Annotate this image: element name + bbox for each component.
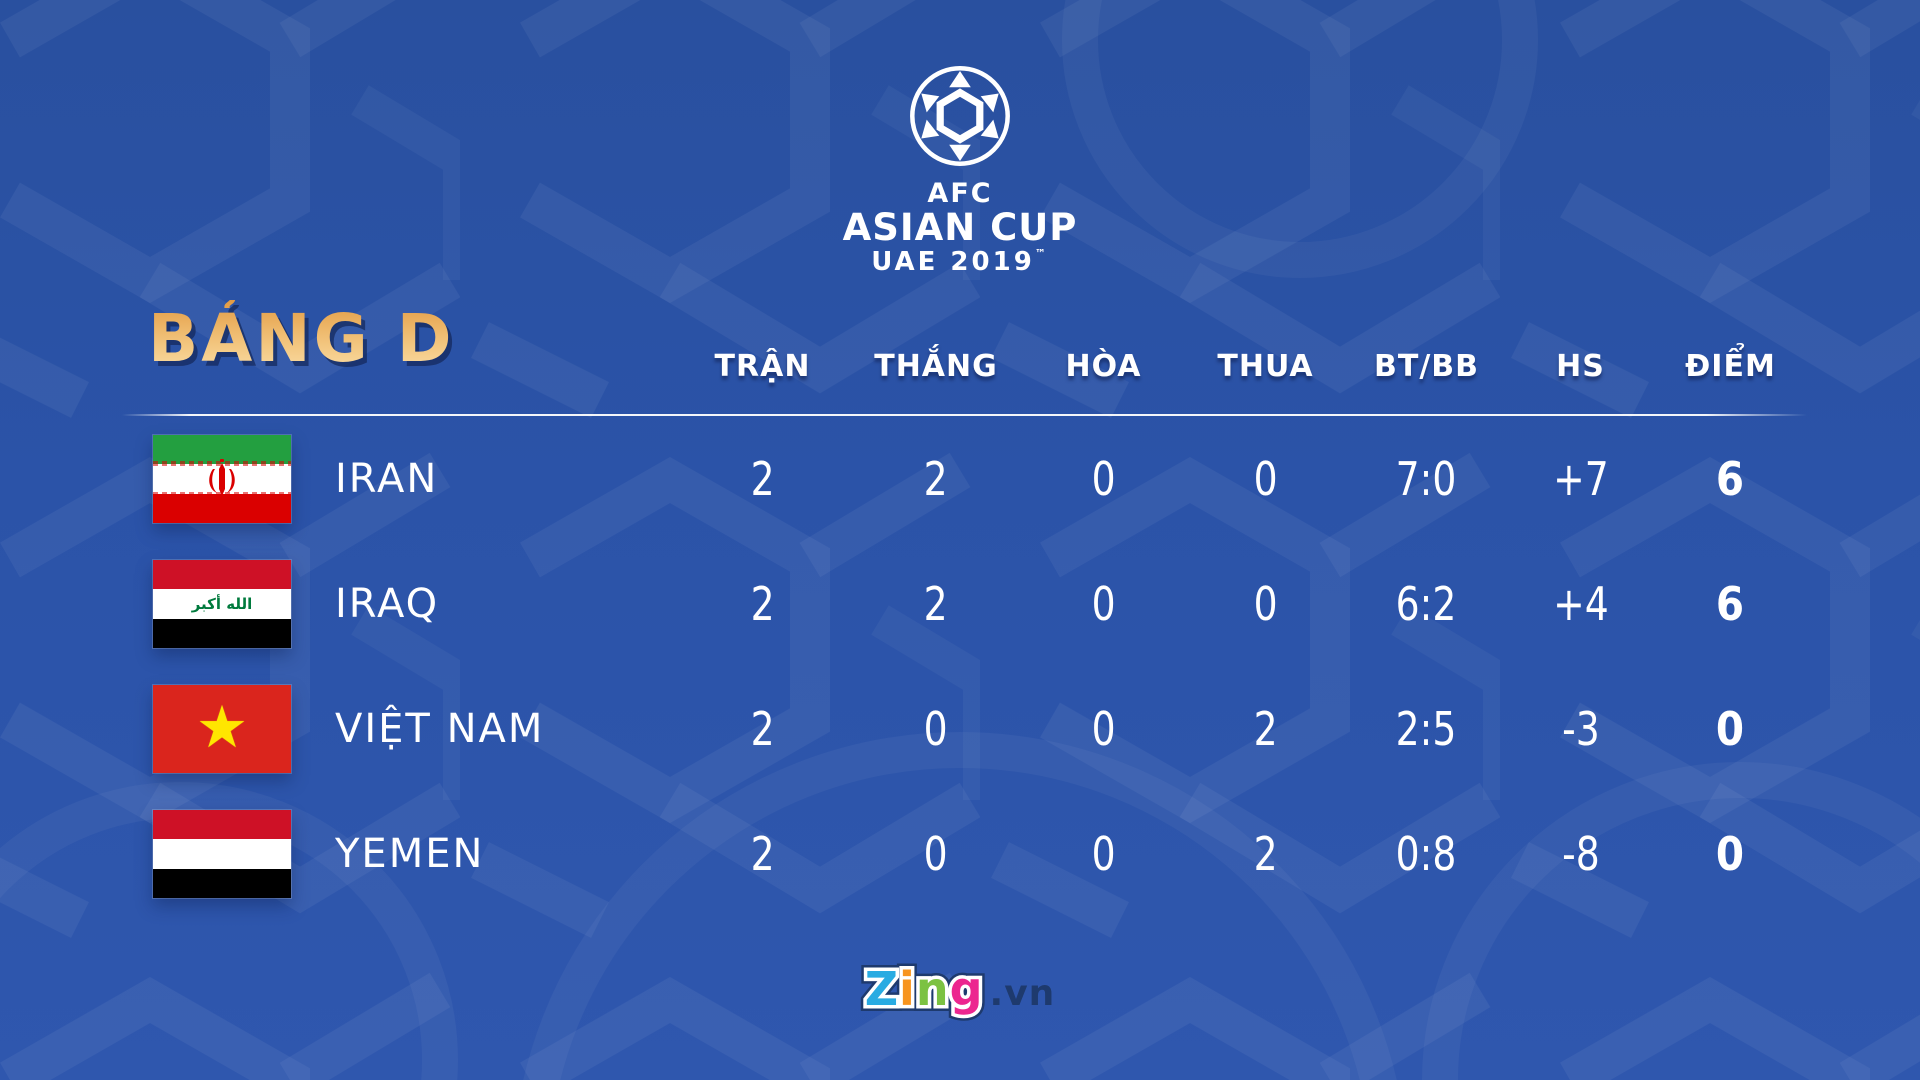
table-header-row: TRẬN THẮNG HÒA THUA BT/BB HS ĐIỂM (122, 330, 1807, 402)
cell-lost: 0 (1253, 577, 1278, 631)
logo-asian-cup-text: ASIAN CUP (842, 206, 1078, 249)
vietnam-flag: ★ (153, 685, 291, 773)
yemen-flag (153, 810, 291, 898)
team-name: VIỆT NAM (335, 706, 545, 752)
logo-afc-text: AFC (927, 178, 993, 209)
zing-vn-logo: Zing Zing Zing Zing .vn (859, 956, 1056, 1022)
zing-vn-suffix: .vn (989, 973, 1056, 1014)
logo-uae-2019-text: UAE 2019™ (871, 246, 1049, 277)
header-lost: THUA (1217, 348, 1314, 384)
cell-goal-diff: +4 (1552, 577, 1609, 631)
soccer-ball-icon (910, 66, 1010, 166)
table-row-yemen: YEMEN 2 0 0 2 0:8 -8 0 (122, 792, 1807, 916)
cell-lost: 2 (1253, 827, 1278, 881)
cell-won: 0 (923, 702, 949, 756)
cell-goal-diff: +7 (1552, 452, 1609, 506)
cell-won: 2 (923, 452, 949, 506)
zing-logo-text: Zing (864, 962, 984, 1016)
vietnam-flag-star-icon: ★ (196, 693, 248, 761)
cell-won: 2 (923, 577, 949, 631)
cell-goals: 6:2 (1396, 577, 1457, 631)
cell-drawn: 0 (1091, 827, 1116, 881)
cell-points: 6 (1716, 577, 1745, 631)
header-points: ĐIỂM (1685, 348, 1776, 384)
header-drawn: HÒA (1065, 348, 1142, 384)
zing-logo-outline: Zing (859, 956, 989, 1022)
cell-drawn: 0 (1091, 577, 1116, 631)
iraq-flag-takbir-text: الله أكبر (191, 594, 253, 613)
team-name: IRAQ (335, 581, 440, 627)
tournament-logo: AFC ASIAN CUP UAE 2019™ (0, 62, 1920, 278)
cell-goals: 0:8 (1396, 827, 1457, 881)
cell-won: 0 (923, 827, 949, 881)
cell-goal-diff: -3 (1561, 702, 1600, 756)
group-title: BẢNG D (148, 300, 455, 377)
cell-played: 2 (750, 702, 775, 756)
cell-points: 0 (1716, 827, 1745, 881)
cell-goals: 2:5 (1396, 702, 1457, 756)
team-name: IRAN (335, 456, 439, 502)
cell-drawn: 0 (1091, 452, 1116, 506)
table-row-iran: IRAN 2 2 0 0 7:0 +7 6 (122, 417, 1807, 541)
cell-points: 0 (1716, 702, 1745, 756)
header-goal-diff: HS (1556, 348, 1605, 384)
trademark-symbol: ™ (1034, 246, 1049, 260)
header-played: TRẬN (714, 348, 811, 384)
iran-emblem-icon (209, 459, 235, 496)
cell-lost: 2 (1253, 702, 1278, 756)
cell-drawn: 0 (1091, 702, 1116, 756)
cell-goal-diff: -8 (1561, 827, 1600, 881)
table-row-iraq: الله أكبر IRAQ 2 2 0 0 6:2 +4 6 (122, 542, 1807, 666)
header-goals: BT/BB (1373, 348, 1480, 384)
cell-points: 6 (1716, 452, 1745, 506)
cell-played: 2 (750, 452, 775, 506)
iraq-flag: الله أكبر (153, 560, 291, 648)
cell-goals: 7:0 (1396, 452, 1457, 506)
cell-played: 2 (750, 827, 775, 881)
header-won: THẮNG (874, 348, 998, 384)
table-row-vietnam: ★ VIỆT NAM 2 0 0 2 2:5 -3 0 (122, 667, 1807, 791)
cell-played: 2 (750, 577, 775, 631)
iran-flag (153, 435, 291, 523)
header-divider-line (122, 414, 1807, 416)
team-name: YEMEN (335, 831, 485, 877)
cell-lost: 0 (1253, 452, 1278, 506)
standings-table: TRẬN THẮNG HÒA THUA BT/BB HS ĐIỂM (122, 330, 1807, 916)
